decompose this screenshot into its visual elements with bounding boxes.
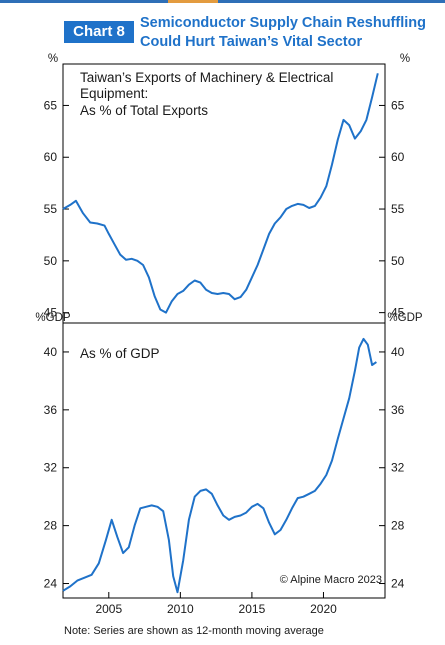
y-tick-label-right: 24 — [391, 577, 405, 591]
x-tick-label: 2010 — [167, 602, 194, 616]
chart-title-line1: Semiconductor Supply Chain Reshuffling — [140, 15, 426, 31]
panel-subtitle: As % of Total Exports — [80, 103, 208, 118]
plot-frame-2 — [62, 322, 386, 599]
y-tick-label-right: 55 — [391, 202, 405, 216]
y-tick-label-right: 32 — [391, 461, 405, 475]
y-tick-label-left: 65 — [44, 98, 58, 112]
y-tick-label-left: 32 — [44, 461, 58, 475]
y-tick-label-right: 28 — [391, 519, 405, 533]
y-tick-label-left: 40 — [44, 345, 58, 359]
x-tick-label: 2005 — [95, 602, 122, 616]
unit-label-left: % — [48, 53, 58, 65]
y-tick-label-right: 36 — [391, 403, 405, 417]
y-tick-label-right: 60 — [391, 150, 405, 164]
unit-label-left: %GDP — [35, 312, 70, 324]
accent-segment-blue-right — [218, 0, 445, 3]
chart-title-line2: Could Hurt Taiwan’s Vital Sector — [140, 34, 363, 50]
unit-label-right: % — [400, 53, 410, 65]
copyright-label: © Alpine Macro 2023 — [280, 574, 382, 586]
series-line-1 — [62, 73, 379, 314]
panel-title-line: Equipment: — [80, 86, 148, 101]
x-tick-label: 2015 — [239, 602, 266, 616]
y-tick-label-left: 55 — [44, 202, 58, 216]
panel-subtitle: As % of GDP — [80, 346, 160, 361]
y-tick-label-right: 40 — [391, 345, 405, 359]
chart-title: Semiconductor Supply Chain Reshuffling C… — [140, 14, 426, 52]
series-line-2 — [62, 337, 377, 594]
accent-segment-blue — [0, 0, 168, 3]
accent-segment-orange — [168, 0, 218, 3]
x-tick-label: 2020 — [310, 602, 337, 616]
y-tick-label-left: 36 — [44, 403, 58, 417]
y-tick-label-left: 60 — [44, 150, 58, 164]
top-accent-bar — [0, 0, 445, 3]
footnote: Note: Series are shown as 12-month movin… — [64, 625, 324, 637]
y-tick-label-right: 50 — [391, 254, 405, 268]
chart-tag: Chart 8 — [64, 21, 134, 43]
panel-title-line: Taiwan’s Exports of Machinery & Electric… — [80, 70, 333, 85]
y-tick-label-left: 24 — [44, 577, 58, 591]
y-tick-label-left: 28 — [44, 519, 58, 533]
y-tick-label-right: 45 — [391, 306, 405, 320]
unit-label-right: %GDP — [387, 312, 422, 324]
y-tick-label-left: 50 — [44, 254, 58, 268]
y-tick-label-left: 45 — [44, 306, 58, 320]
y-tick-label-right: 65 — [391, 98, 405, 112]
